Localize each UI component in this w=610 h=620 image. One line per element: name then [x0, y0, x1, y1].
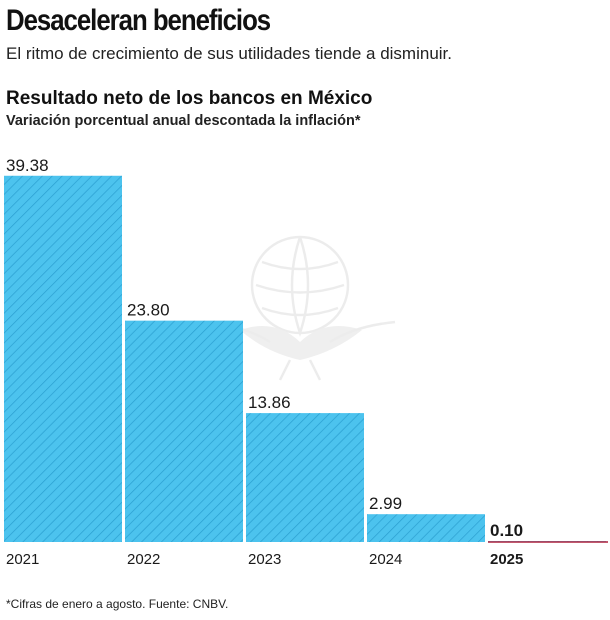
bar-2024 [367, 514, 485, 542]
value-label-2025: 0.10 [490, 521, 523, 540]
chart-subtitle: Variación porcentual anual descontada la… [6, 113, 361, 129]
footnote: *Cifras de enero a agosto. Fuente: CNBV. [6, 597, 229, 611]
category-label-2025: 2025 [490, 551, 523, 568]
value-label-2024: 2.99 [369, 494, 402, 513]
category-label-2021: 2021 [6, 551, 39, 568]
value-label-2023: 13.86 [248, 393, 291, 412]
headline: Desaceleran beneficios [6, 4, 271, 37]
bar-2022 [125, 320, 243, 542]
bar-2023 [246, 413, 364, 542]
bar-2021 [4, 175, 122, 543]
value-label-2021: 39.38 [6, 156, 49, 175]
category-label-2024: 2024 [369, 551, 402, 568]
category-label-2023: 2023 [248, 551, 281, 568]
category-label-2022: 2022 [127, 551, 160, 568]
chart-title: Resultado neto de los bancos en México [6, 88, 373, 109]
value-label-2022: 23.80 [127, 301, 170, 320]
subheadline: El ritmo de crecimiento de sus utilidade… [6, 44, 452, 63]
